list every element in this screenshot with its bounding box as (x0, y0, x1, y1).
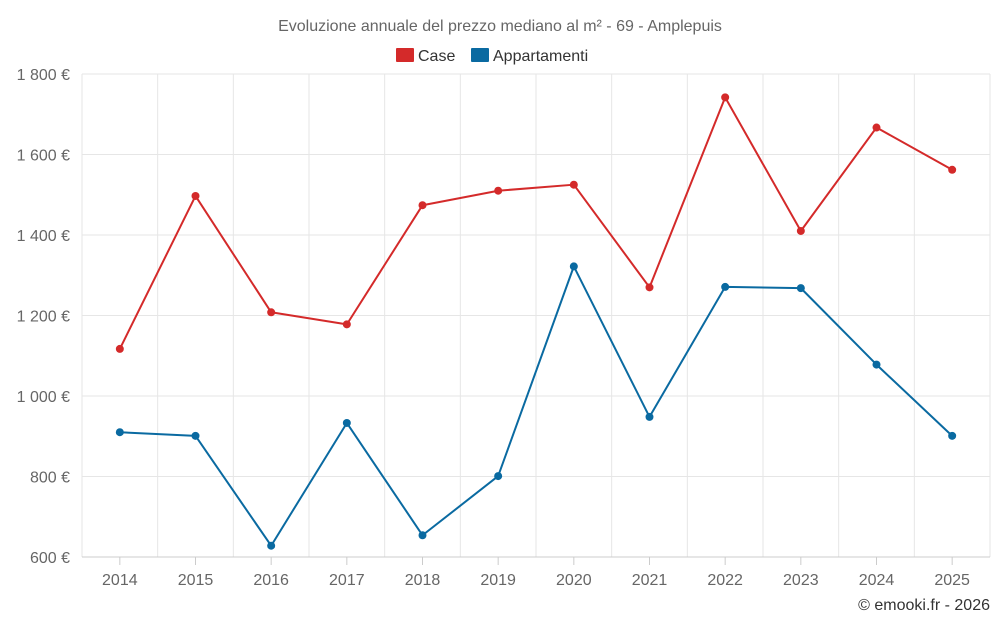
data-point-appartamenti[interactable] (796, 284, 805, 293)
x-tick-label: 2015 (178, 572, 214, 589)
data-point-case[interactable] (569, 180, 578, 189)
x-tick-label: 2014 (102, 572, 138, 589)
data-point-appartamenti[interactable] (645, 412, 654, 421)
data-point-appartamenti[interactable] (569, 262, 578, 271)
data-point-appartamenti[interactable] (872, 360, 881, 369)
data-point-case[interactable] (872, 123, 881, 132)
legend-item-appartamenti[interactable]: Appartamenti (471, 48, 588, 65)
legend-label-case: Case (418, 48, 455, 65)
legend: Case Appartamenti (396, 48, 588, 65)
data-point-case[interactable] (267, 308, 276, 317)
x-tick-label: 2022 (707, 572, 743, 589)
data-point-appartamenti[interactable] (267, 541, 276, 550)
y-tick-label: 1 200 € (17, 309, 70, 326)
data-point-appartamenti[interactable] (494, 472, 503, 481)
data-point-case[interactable] (191, 191, 200, 200)
legend-swatch-appartamenti (471, 48, 489, 62)
y-tick-label: 1 800 € (17, 67, 70, 84)
x-axis: 2014 2015 2016 2017 2018 2019 2020 2021 2022 2023… (82, 556, 990, 589)
data-point-appartamenti[interactable] (115, 428, 124, 437)
y-axis: 600 € 800 € 1 000 € 1 200 € 1 400 € 1 600 € 1 … (17, 67, 70, 567)
data-point-case[interactable] (494, 186, 503, 195)
data-point-case[interactable] (948, 165, 957, 174)
x-tick-label: 2023 (783, 572, 819, 589)
x-tick-label: 2016 (253, 572, 289, 589)
y-tick-label: 1 400 € (17, 228, 70, 245)
x-tick-label: 2021 (632, 572, 668, 589)
x-tick-label: 2020 (556, 572, 592, 589)
data-point-case[interactable] (721, 93, 730, 102)
data-point-appartamenti[interactable] (342, 418, 351, 427)
legend-label-appartamenti: Appartamenti (493, 48, 588, 65)
data-point-case[interactable] (796, 226, 805, 235)
series-case (115, 93, 957, 353)
legend-swatch-case (396, 48, 414, 62)
x-tick-label: 2018 (405, 572, 441, 589)
chart-title: Evoluzione annuale del prezzo mediano al… (278, 18, 722, 35)
data-point-appartamenti[interactable] (418, 531, 427, 540)
series-line-appartamenti (119, 265, 953, 547)
y-tick-label: 800 € (30, 470, 70, 487)
x-tick-label: 2025 (934, 572, 970, 589)
data-point-case[interactable] (342, 320, 351, 329)
data-point-appartamenti[interactable] (721, 282, 730, 291)
x-tick-label: 2017 (329, 572, 365, 589)
data-point-case[interactable] (645, 283, 654, 292)
grid-lines (81, 73, 991, 557)
data-point-appartamenti[interactable] (948, 431, 957, 440)
data-point-appartamenti[interactable] (191, 431, 200, 440)
y-tick-label: 1 000 € (17, 389, 70, 406)
credit-text: © emooki.fr - 2026 (858, 597, 990, 614)
y-tick-label: 600 € (30, 550, 70, 567)
series-group (115, 93, 957, 550)
data-point-case[interactable] (418, 201, 427, 210)
legend-item-case[interactable]: Case (396, 48, 455, 65)
series-line-case (118, 96, 953, 350)
y-tick-label: 1 600 € (17, 148, 70, 165)
data-point-case[interactable] (115, 344, 124, 353)
x-tick-label: 2019 (480, 572, 516, 589)
x-tick-label: 2024 (859, 572, 895, 589)
series-appartamenti (115, 262, 957, 550)
